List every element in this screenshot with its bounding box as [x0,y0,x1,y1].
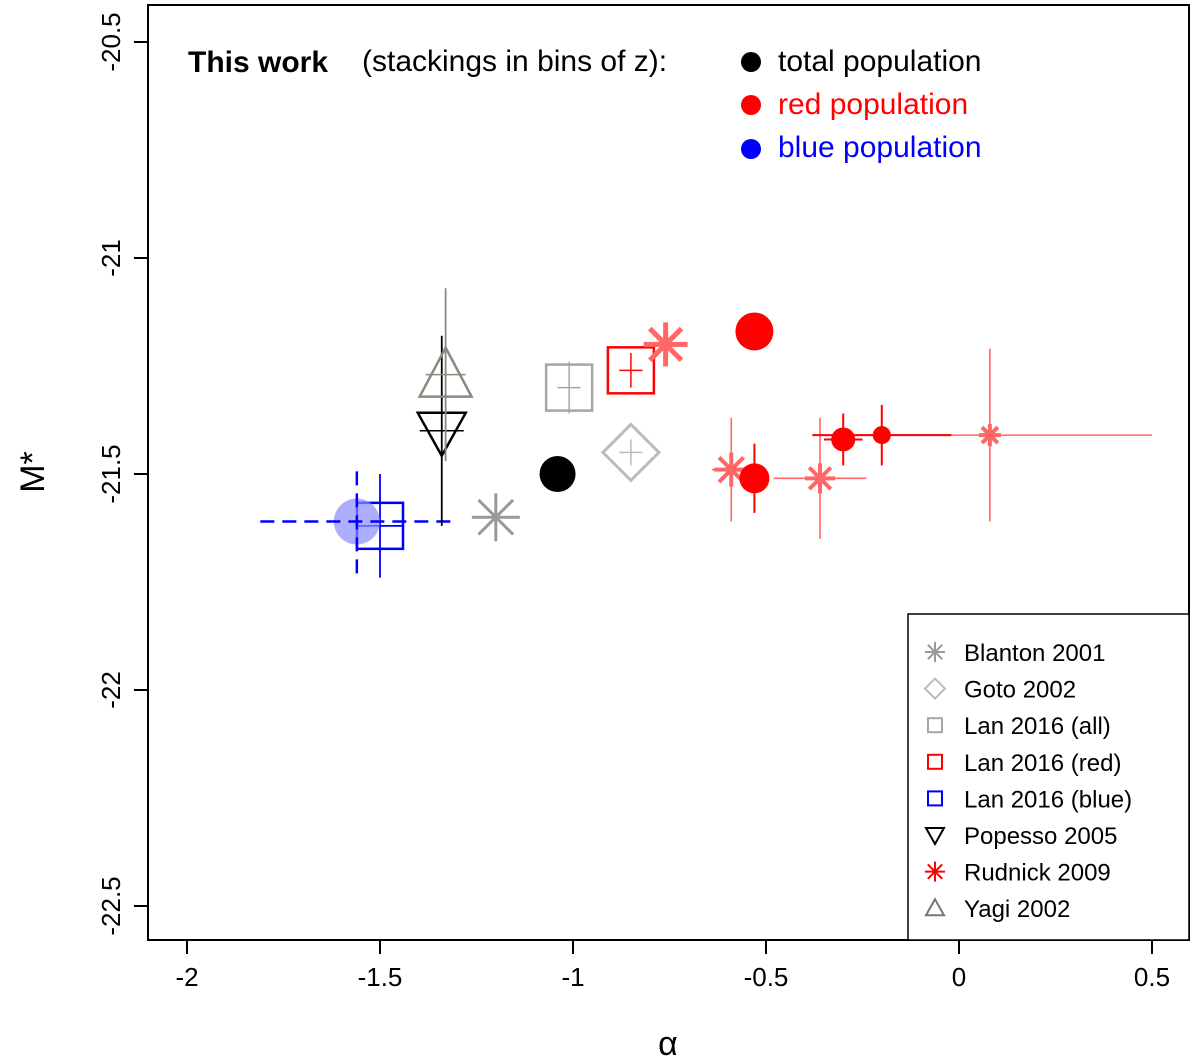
axes: -2 -1.5 -1 -0.5 0 0.5 -20.5 -21 -21.5 -22 -22.5 [96,12,1170,992]
this-work-red-marker [831,427,856,452]
legend-entry: Goto 2002 [923,677,1076,704]
x-tick-label: 0 [952,962,966,992]
y-tick-label: -21.5 [96,444,126,503]
this-work-annotation: This work (stackings in bins of z): tota… [188,45,982,164]
total-population-dot [741,52,761,72]
legend-triangle-down-marker [924,827,946,847]
blanton-2001-marker [471,493,520,542]
rudnick-2009-point [773,417,867,539]
rudnick-2009-marker [805,463,836,494]
this-work-red-point [735,312,774,351]
y-tick-label: -21 [96,239,126,277]
legend-entry: Blanton 2001 [925,640,1105,667]
this-work-red-marker [739,463,770,494]
popesso-2005-marker [415,411,468,459]
this-work-blue-point [260,469,454,574]
legend-box [907,613,1190,941]
legend-triangle-up-marker [924,897,946,917]
rudnick-2009-marker [714,452,749,487]
legend-label: Lan 2016 (blue) [964,786,1132,813]
legend-entry: Yagi 2002 [924,896,1070,923]
legend-entry: Popesso 2005 [924,823,1117,850]
legend-label: Goto 2002 [964,677,1076,704]
legend-square-marker [927,753,943,770]
yagi-2002-marker [417,344,474,398]
legend-label: Rudnick 2009 [964,860,1111,887]
this-work-red-marker [735,312,774,351]
this-work-red-marker [872,426,891,445]
blue-population-dot [741,139,761,159]
rudnick-2009-marker [643,322,688,367]
this-work-bold: This work [188,46,328,79]
legend-square-marker [927,717,943,734]
legend-entry: Lan 2016 (red) [927,750,1121,777]
lan-2016-all-point [544,361,594,414]
total-population-label: total population [778,45,982,78]
legend-square-marker [927,790,943,807]
rudnick-2009-point [643,322,688,367]
plot-frame [147,4,1190,941]
blue-population-label: blue population [778,131,982,164]
legend-label: Yagi 2002 [964,896,1070,923]
red-population-dot [741,95,761,115]
blanton-2001-point [471,493,520,542]
y-tick-label: -22 [96,671,126,709]
legend-label: Lan 2016 (red) [964,750,1121,777]
this-work-total-marker [539,456,576,492]
y-axis-label: M* [14,451,52,493]
this-work-text: (stackings in bins of z): [362,45,667,78]
lan-2016-red-marker [606,346,656,395]
x-tick-label: 0.5 [1134,962,1170,992]
legend-label: Lan 2016 (all) [964,713,1111,740]
x-tick-label: -1.5 [358,962,403,992]
x-axis-label: α [658,1025,678,1063]
x-tick-label: -1 [561,962,584,992]
rudnick-2009-marker [978,424,1001,447]
data-marks [260,288,1152,578]
this-work-red-point [739,443,770,513]
legend: Blanton 2001 Goto 2002 Lan 2016 (all) Lan 2… [907,613,1190,941]
red-population-label: red population [778,88,968,121]
legend-label: Blanton 2001 [964,640,1105,667]
yagi-2002-point [417,288,474,462]
legend-diamond-marker [923,677,947,701]
goto-2002-marker [600,422,662,483]
y-tick-label: -20.5 [96,12,126,71]
goto-2002-point [600,422,662,483]
popesso-2005-point [415,335,468,526]
lan-2016-red-point [606,346,656,395]
y-tick-label: -22.5 [96,876,126,935]
x-tick-label: -0.5 [744,962,789,992]
legend-entry: Lan 2016 (blue) [927,786,1132,813]
legend-asterisk-marker [925,861,945,882]
legend-entry: Lan 2016 (all) [927,713,1111,740]
legend-label: Popesso 2005 [964,823,1117,850]
this-work-red-point [812,404,952,466]
x-tick-label: -2 [175,962,198,992]
legend-asterisk-marker [925,642,945,662]
this-work-red-point [823,413,863,466]
legend-entry: Rudnick 2009 [925,860,1111,887]
